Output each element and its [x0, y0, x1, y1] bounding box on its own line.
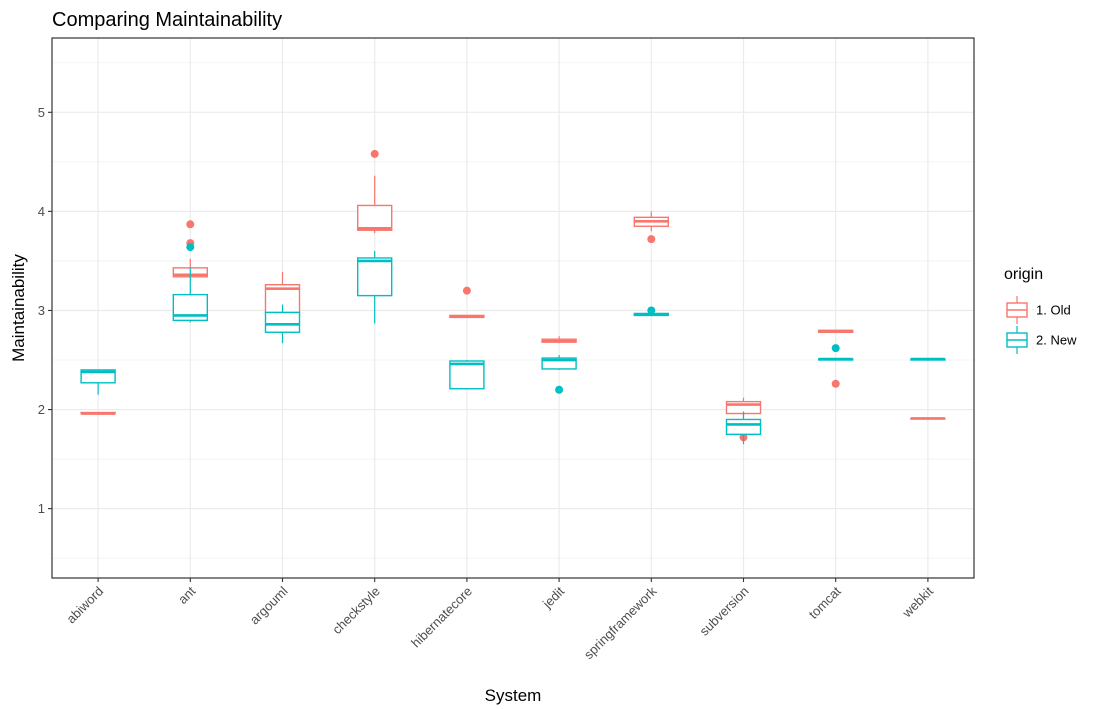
box-iqr	[264, 311, 301, 333]
x-tick-label: argouml	[247, 583, 291, 627]
box-iqr	[357, 204, 393, 231]
outlier-point	[831, 344, 840, 353]
legend-label: 2. New	[1036, 333, 1077, 348]
x-tick-label: ant	[175, 583, 199, 607]
y-tick-label: 2	[38, 402, 45, 417]
box-iqr	[449, 360, 485, 390]
box-springframework-new	[633, 306, 669, 317]
x-tick-label: springframework	[581, 583, 660, 662]
outlier-point	[831, 379, 840, 388]
y-tick-label: 4	[38, 204, 45, 219]
outlier-point	[647, 235, 656, 244]
x-tick-label: jedit	[539, 583, 567, 611]
outlier-point	[186, 243, 195, 252]
box-jedit-new	[541, 355, 577, 394]
x-tick-label: abiword	[63, 584, 106, 627]
box-tomcat-new	[818, 344, 854, 361]
outlier-point	[555, 385, 564, 394]
box-tomcat-old	[818, 329, 854, 388]
legend-title: origin	[1004, 266, 1043, 283]
legend-key-new: 2. New	[1006, 326, 1077, 354]
legend-label: 1. Old	[1036, 303, 1071, 318]
box-webkit-old	[910, 417, 946, 420]
outlier-point	[370, 149, 379, 158]
y-axis-title: Maintainability	[9, 254, 28, 362]
data-marks	[80, 149, 946, 445]
legend: origin 1. Old 2. New	[1004, 266, 1077, 354]
x-tick-label: checkstyle	[329, 584, 383, 638]
box-springframework-old	[633, 211, 669, 244]
box-hibernatecore-new	[449, 360, 485, 390]
box-webkit-new	[910, 357, 946, 361]
panel-border	[51, 37, 975, 579]
box-abiword-old	[80, 411, 116, 415]
box-iqr	[357, 257, 393, 297]
outlier-point	[186, 220, 195, 229]
x-tick-label: webkit	[899, 583, 937, 621]
chart-title: Comparing Maintainability	[52, 9, 282, 31]
box-iqr	[725, 418, 762, 436]
y-tick-label: 3	[38, 303, 45, 318]
box-iqr	[541, 357, 577, 370]
outlier-point	[647, 306, 656, 315]
y-tick-label: 1	[38, 501, 45, 516]
y-tick-label: 5	[38, 105, 45, 120]
box-checkstyle-new	[357, 251, 393, 324]
box-jedit-old	[541, 336, 577, 344]
outlier-point	[462, 286, 471, 295]
x-tick-label: tomcat	[806, 583, 844, 621]
x-axis-title: System	[485, 686, 542, 705]
legend-key-old: 1. Old	[1006, 296, 1071, 324]
box-checkstyle-old	[357, 149, 393, 234]
box-argouml-new	[264, 304, 301, 344]
box-subversion-new	[725, 411, 762, 445]
box-hibernatecore-old	[449, 286, 485, 319]
x-axis: abiword ant argouml checkstyle hibernatecore…	[63, 578, 936, 662]
box-abiword-new	[80, 369, 116, 395]
box-ant-new	[172, 243, 209, 323]
x-tick-label: subversion	[697, 584, 752, 639]
y-axis: 1 2 3 4 5	[38, 105, 52, 516]
x-tick-label: hibernatecore	[408, 584, 475, 651]
